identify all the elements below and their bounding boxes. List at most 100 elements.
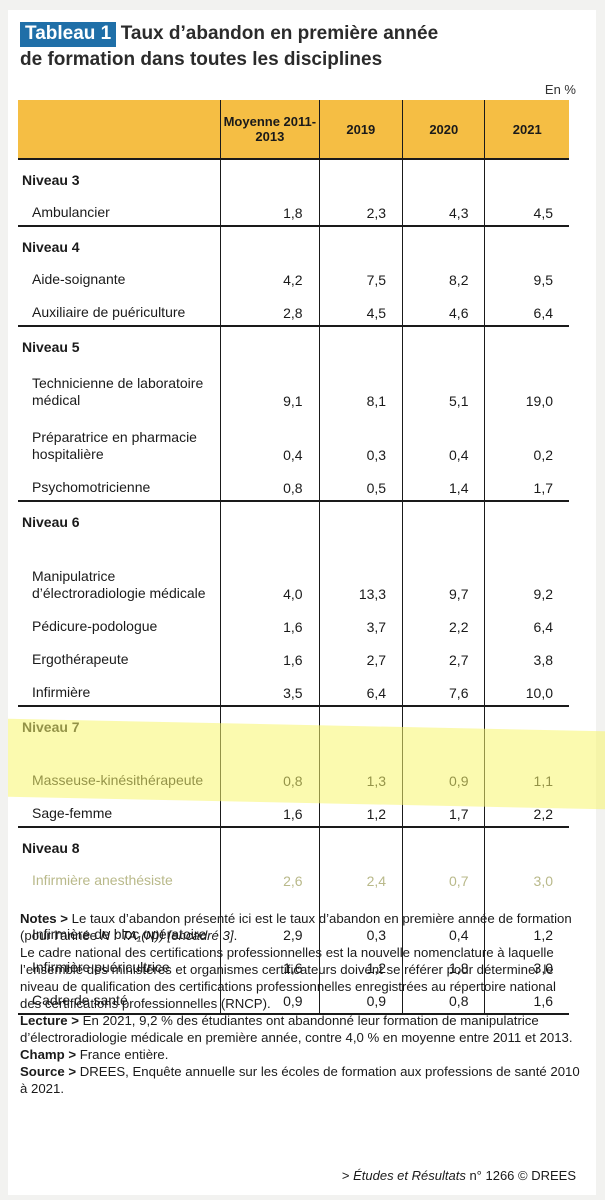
value-cell: 0,8 (220, 467, 320, 501)
title-badge: Tableau 1 (20, 22, 117, 47)
header-cell: Moyenne 2011-2013 (220, 100, 320, 159)
unit-label: En % (544, 82, 576, 97)
value-cell: 4,3 (402, 192, 485, 226)
table-row: Sage-femme 1,6 1,2 1,7 2,2 (18, 793, 569, 827)
value-cell: 0,4 (402, 413, 485, 467)
level-empty-cell (220, 705, 320, 739)
value-cell: 0,9 (318, 980, 403, 1015)
value-cell: 2,4 (318, 860, 403, 893)
value-cell: 6,4 (484, 292, 569, 326)
table-row: Infirmière anesthésiste 2,6 2,4 0,7 3,0 (18, 860, 569, 893)
value-cell: 5,1 (402, 359, 485, 413)
row-label: Infirmière anesthésiste (32, 872, 173, 888)
level-empty-cell (220, 325, 320, 359)
level-empty-cell (402, 158, 485, 192)
level-row: Niveau 6 (18, 500, 569, 534)
value-cell: 1,4 (402, 467, 485, 501)
level-row: Niveau 7 (18, 705, 569, 739)
value-cell: 1,6 (484, 980, 569, 1015)
value-cell: 0,9 (402, 739, 485, 793)
value-cell: 1,6 (220, 947, 320, 980)
level-empty-cell (484, 225, 569, 259)
row-label: Infirmière (32, 684, 91, 700)
level-row: Niveau 3 (18, 158, 569, 192)
title-line1: Taux d’abandon en première année (120, 23, 439, 44)
notes-text-end: . (233, 928, 238, 943)
value-cell: 1,7 (484, 467, 569, 501)
value-cell: 0,3 (318, 413, 403, 467)
value-cell: 0,4 (402, 893, 485, 947)
publication-credit: > Études et Résultats n° 1266 © DREES (342, 1168, 576, 1183)
notes-text: Le taux d’abandon présenté ici est le ta… (20, 911, 572, 943)
value-cell: 13,3 (318, 534, 403, 606)
level-empty-cell (402, 325, 485, 359)
value-cell: 3,7 (318, 606, 403, 639)
header-cell: 2019 (318, 100, 403, 159)
header-cell (18, 100, 221, 159)
source-label: Source > (20, 1064, 77, 1079)
credit-suffix: n° 1266 © DREES (465, 1168, 576, 1183)
row-label: Aide-soignante (32, 271, 126, 287)
level-empty-cell (484, 500, 569, 534)
notes-paragraph-2: Le cadre national des certifications pro… (20, 945, 556, 1011)
notes-block: Notes > Le taux d’abandon présenté ici e… (20, 910, 580, 1097)
level-empty-cell (402, 705, 485, 739)
table-row: Infirmière de bloc opératoire 2,9 0,3 0,4 1,… (18, 893, 569, 947)
value-cell: 4,6 (402, 292, 485, 326)
row-label: Manipulatrice d’électroradiologie médica… (32, 568, 206, 601)
level-row: Niveau 8 (18, 826, 569, 860)
level-empty-cell (318, 325, 403, 359)
level-empty-cell (484, 325, 569, 359)
source-text: DREES, Enquête annuelle sur les écoles d… (20, 1064, 580, 1096)
value-cell: 1,2 (484, 893, 569, 947)
level-label: Niveau 5 (18, 325, 221, 359)
value-cell: 7,6 (402, 672, 485, 706)
value-cell: 0,9 (220, 980, 320, 1015)
value-cell: 9,2 (484, 534, 569, 606)
value-cell: 1,1 (484, 739, 569, 793)
value-cell: 2,2 (402, 606, 485, 639)
row-label: Auxiliaire de puériculture (32, 304, 186, 320)
level-empty-cell (220, 225, 320, 259)
row-label: Infirmière puéricultrice (32, 959, 170, 975)
value-cell: 0,3 (318, 893, 403, 947)
value-cell: 9,1 (220, 359, 320, 413)
value-cell: 8,2 (402, 259, 485, 292)
value-cell: 6,4 (484, 606, 569, 639)
value-cell: 3,5 (220, 672, 320, 706)
table-header-row: Moyenne 2011-2013 2019 2020 2021 (18, 100, 569, 159)
table-row: Pédicure-podologue 1,6 3,7 2,2 6,4 (18, 606, 569, 639)
champ-paragraph: Champ > France entière. (20, 1046, 580, 1063)
header-cell: 2021 (484, 100, 569, 159)
value-cell: 2,3 (318, 192, 403, 226)
row-label: Cadre de santé (18, 980, 221, 1015)
value-cell: 1,6 (220, 606, 320, 639)
level-empty-cell (220, 500, 320, 534)
row-label: Technicienne de laboratoire médical (32, 375, 204, 408)
champ-text: France entière. (76, 1047, 169, 1062)
value-cell: 0,2 (484, 413, 569, 467)
level-empty-cell (318, 158, 403, 192)
level-label: Niveau 4 (18, 225, 221, 259)
level-empty-cell (402, 826, 485, 860)
value-cell: 4,2 (220, 259, 320, 292)
table-row: Ambulancier 1,8 2,3 4,3 4,5 (18, 192, 569, 226)
value-cell: 1,7 (402, 793, 485, 827)
level-label: Niveau 3 (18, 158, 221, 192)
level-empty-cell (220, 158, 320, 192)
level-empty-cell (318, 225, 403, 259)
row-label: Pédicure-podologue (32, 618, 158, 634)
value-cell: 2,7 (402, 639, 485, 672)
value-cell: 9,5 (484, 259, 569, 292)
value-cell: 10,0 (484, 672, 569, 706)
value-cell: 3,8 (484, 639, 569, 672)
value-cell: 4,5 (318, 292, 403, 326)
title-line2: de formation dans toutes les disciplines (20, 49, 383, 70)
row-label: Ergothérapeute (32, 651, 129, 667)
table-row: Infirmière puéricultrice 1,6 1,2 1,8 3,0 (18, 947, 569, 980)
lecture-label: Lecture > (20, 1013, 80, 1028)
value-cell: 3,0 (484, 947, 569, 980)
value-cell: 8,1 (318, 359, 403, 413)
table-row: Manipulatrice d’électroradiologie médica… (18, 534, 569, 606)
table-row: Préparatrice en pharmacie hospitalière 0,… (18, 413, 569, 467)
